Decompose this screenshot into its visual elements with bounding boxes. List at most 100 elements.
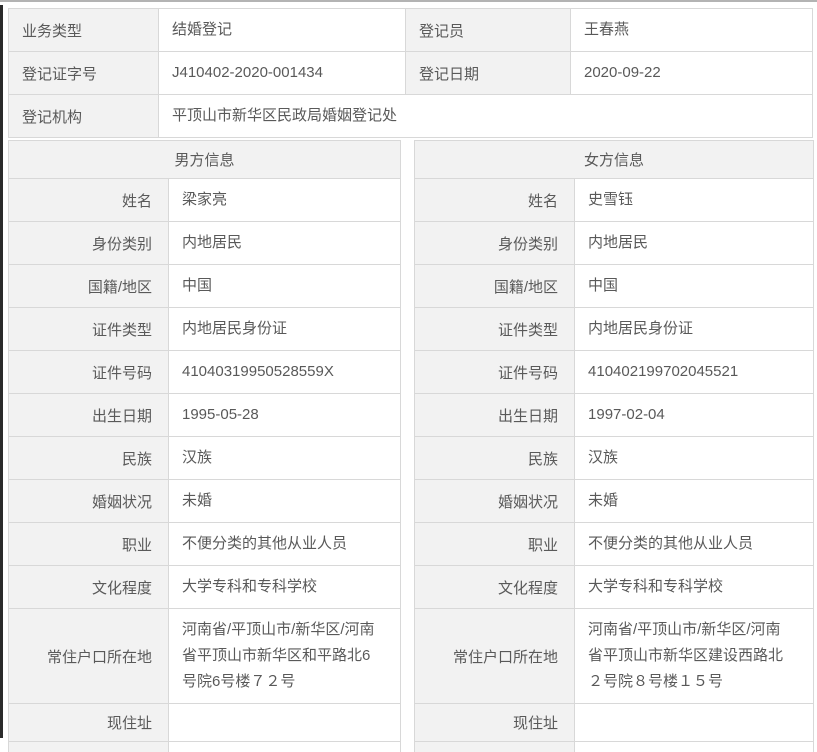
name-value: 梁家亮 <box>167 178 402 222</box>
table-row: 证件号码 41040319950528559X <box>8 350 402 394</box>
certificate-number-value: J410402-2020-001434 <box>158 51 406 95</box>
nationality-label: 国籍/地区 <box>414 264 576 308</box>
female-party-table: 女方信息 姓名 史雪钰 身份类别 内地居民 国籍/地区 中国 证件类型 内地居民… <box>414 140 815 752</box>
table-row: 业务类型 结婚登记 登记员 王春燕 <box>8 8 813 52</box>
table-row: 手机号码 <box>414 741 815 752</box>
education-label: 文化程度 <box>414 565 576 609</box>
registration-office-value: 平顶山市新华区民政局婚姻登记处 <box>158 94 813 138</box>
table-row: 常住户口所在地 河南省/平顶山市/新华区/河南省平顶山市新华区和平路北6号院6号… <box>8 608 402 704</box>
table-row: 职业 不便分类的其他从业人员 <box>8 522 402 566</box>
table-row: 国籍/地区 中国 <box>414 264 815 308</box>
education-label: 文化程度 <box>8 565 169 609</box>
registrar-label: 登记员 <box>405 8 571 52</box>
table-row: 常住户口所在地 河南省/平顶山市/新华区/河南省平顶山市新华区建设西路北２号院８… <box>414 608 815 704</box>
table-row: 身份类别 内地居民 <box>414 221 815 265</box>
mobile-number-label: 手机号码 <box>8 741 169 752</box>
name-value: 史雪钰 <box>574 178 815 222</box>
birth-date-label: 出生日期 <box>8 393 169 437</box>
table-row: 现住址 <box>414 703 815 742</box>
id-number-label: 证件号码 <box>8 350 169 394</box>
male-party-table: 男方信息 姓名 梁家亮 身份类别 内地居民 国籍/地区 中国 证件类型 内地居民… <box>7 140 402 752</box>
table-row: 女方信息 <box>414 140 815 179</box>
occupation-label: 职业 <box>8 522 169 566</box>
identity-category-value: 内地居民 <box>167 221 402 265</box>
id-number-label: 证件号码 <box>414 350 576 394</box>
name-label: 姓名 <box>8 178 169 222</box>
table-row: 文化程度 大学专科和专科学校 <box>8 565 402 609</box>
table-row: 民族 汉族 <box>8 436 402 480</box>
id-type-label: 证件类型 <box>8 307 169 351</box>
ethnicity-value: 汉族 <box>574 436 815 480</box>
party-tables-container: 男方信息 姓名 梁家亮 身份类别 内地居民 国籍/地区 中国 证件类型 内地居民… <box>7 140 815 752</box>
top-edge-artifact <box>0 0 817 2</box>
household-address-value: 河南省/平顶山市/新华区/河南省平顶山市新华区和平路北6号院6号楼７２号 <box>167 608 402 704</box>
table-row: 国籍/地区 中国 <box>8 264 402 308</box>
table-row: 出生日期 1995-05-28 <box>8 393 402 437</box>
left-edge-artifact <box>0 5 3 738</box>
current-address-label: 现住址 <box>8 703 169 742</box>
education-value: 大学专科和专科学校 <box>167 565 402 609</box>
business-type-label: 业务类型 <box>8 8 159 52</box>
nationality-value: 中国 <box>574 264 815 308</box>
table-row: 证件类型 内地居民身份证 <box>8 307 402 351</box>
table-row: 证件号码 410402199702045521 <box>414 350 815 394</box>
household-address-label: 常住户口所在地 <box>414 608 576 704</box>
id-type-value: 内地居民身份证 <box>574 307 815 351</box>
table-row: 手机号码 <box>8 741 402 752</box>
marital-status-value: 未婚 <box>574 479 815 523</box>
name-label: 姓名 <box>414 178 576 222</box>
identity-category-label: 身份类别 <box>8 221 169 265</box>
household-address-label: 常住户口所在地 <box>8 608 169 704</box>
current-address-value <box>167 703 402 742</box>
mobile-number-label: 手机号码 <box>414 741 576 752</box>
marital-status-label: 婚姻状况 <box>8 479 169 523</box>
table-row: 婚姻状况 未婚 <box>8 479 402 523</box>
marital-status-value: 未婚 <box>167 479 402 523</box>
household-address-value: 河南省/平顶山市/新华区/河南省平顶山市新华区建设西路北２号院８号楼１５号 <box>574 608 815 704</box>
current-address-value <box>574 703 815 742</box>
table-row: 现住址 <box>8 703 402 742</box>
ethnicity-label: 民族 <box>414 436 576 480</box>
table-row: 姓名 史雪钰 <box>414 178 815 222</box>
table-row: 婚姻状况 未婚 <box>414 479 815 523</box>
certificate-number-label: 登记证字号 <box>8 51 159 95</box>
birth-date-value: 1995-05-28 <box>167 393 402 437</box>
id-number-value: 410402199702045521 <box>574 350 815 394</box>
id-type-value: 内地居民身份证 <box>167 307 402 351</box>
mobile-number-value <box>167 741 402 752</box>
id-type-label: 证件类型 <box>414 307 576 351</box>
table-row: 姓名 梁家亮 <box>8 178 402 222</box>
male-party-title: 男方信息 <box>7 140 402 179</box>
registrar-value: 王春燕 <box>570 8 813 52</box>
current-address-label: 现住址 <box>414 703 576 742</box>
birth-date-label: 出生日期 <box>414 393 576 437</box>
birth-date-value: 1997-02-04 <box>574 393 815 437</box>
ethnicity-label: 民族 <box>8 436 169 480</box>
occupation-value: 不便分类的其他从业人员 <box>167 522 402 566</box>
identity-category-value: 内地居民 <box>574 221 815 265</box>
table-row: 登记证字号 J410402-2020-001434 登记日期 2020-09-2… <box>8 51 813 95</box>
table-row: 证件类型 内地居民身份证 <box>414 307 815 351</box>
occupation-label: 职业 <box>414 522 576 566</box>
marital-status-label: 婚姻状况 <box>414 479 576 523</box>
nationality-label: 国籍/地区 <box>8 264 169 308</box>
id-number-value: 41040319950528559X <box>167 350 402 394</box>
table-row: 职业 不便分类的其他从业人员 <box>414 522 815 566</box>
identity-category-label: 身份类别 <box>414 221 576 265</box>
table-row: 出生日期 1997-02-04 <box>414 393 815 437</box>
ethnicity-value: 汉族 <box>167 436 402 480</box>
registration-summary-table: 业务类型 结婚登记 登记员 王春燕 登记证字号 J410402-2020-001… <box>8 8 813 138</box>
registration-date-value: 2020-09-22 <box>570 51 813 95</box>
table-row: 登记机构 平顶山市新华区民政局婚姻登记处 <box>8 94 813 138</box>
business-type-value: 结婚登记 <box>158 8 406 52</box>
education-value: 大学专科和专科学校 <box>574 565 815 609</box>
female-party-title: 女方信息 <box>414 140 815 179</box>
table-row: 民族 汉族 <box>414 436 815 480</box>
table-row: 男方信息 <box>7 140 402 179</box>
table-row: 文化程度 大学专科和专科学校 <box>414 565 815 609</box>
registration-date-label: 登记日期 <box>405 51 571 95</box>
table-row: 身份类别 内地居民 <box>8 221 402 265</box>
nationality-value: 中国 <box>167 264 402 308</box>
registration-office-label: 登记机构 <box>8 94 159 138</box>
